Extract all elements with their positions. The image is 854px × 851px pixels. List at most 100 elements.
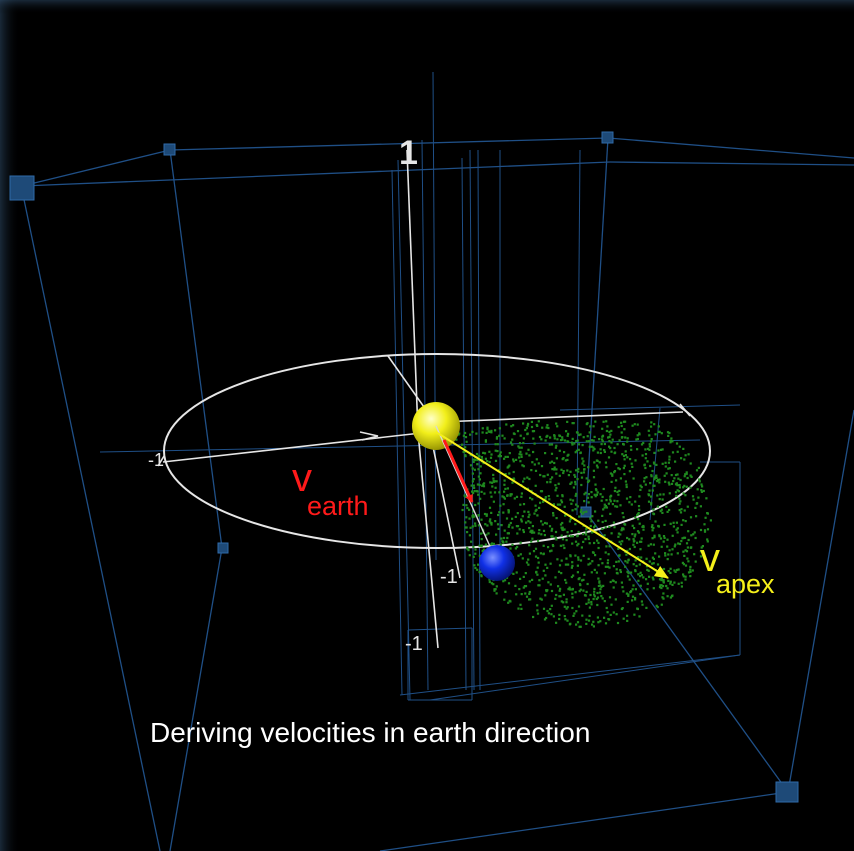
particle-dot [587, 598, 590, 601]
particle-dot [563, 615, 566, 618]
particle-dot [684, 564, 688, 567]
particle-dot [613, 452, 616, 455]
particle-dot [660, 603, 663, 606]
particle-dot [533, 531, 536, 534]
particle-dot [570, 530, 573, 533]
particle-dot [607, 618, 610, 621]
particle-dot [655, 604, 658, 607]
particle-dot [647, 500, 651, 503]
particle-dot [631, 424, 634, 427]
particle-dot [580, 508, 583, 512]
particle-dot [647, 429, 650, 432]
particle-dot [603, 572, 606, 575]
particle-dot [677, 490, 681, 493]
particle-dot [552, 503, 555, 506]
particle-dot [683, 509, 686, 512]
particle-dot [511, 543, 514, 546]
particle-dot [642, 524, 645, 528]
particle-dot [638, 563, 641, 566]
particle-dot [560, 501, 564, 504]
particle-dot [526, 432, 529, 435]
particle-dot [595, 493, 598, 496]
particle-dot [530, 531, 533, 534]
particle-dot [482, 451, 485, 454]
particle-dot [495, 533, 498, 536]
particle-dot [658, 430, 661, 433]
particle-dot [639, 593, 642, 596]
particle-dot [476, 483, 479, 486]
particle-dot [566, 434, 569, 437]
particle-dot [503, 457, 506, 460]
particle-dot [598, 580, 601, 583]
particle-dot [640, 600, 643, 603]
particle-dot [608, 440, 611, 443]
particle-dot [557, 570, 561, 573]
particle-dot [551, 476, 554, 479]
particle-dot [506, 536, 509, 540]
particle-dot [636, 607, 639, 611]
particle-dot [652, 513, 656, 516]
particle-dot [684, 575, 687, 578]
particle-dot [536, 573, 539, 576]
particle-dot [491, 485, 494, 488]
particle-dot [478, 571, 481, 574]
particle-dot [621, 527, 624, 530]
particle-dot [520, 453, 523, 456]
particle-dot [671, 594, 674, 597]
particle-dot [680, 457, 683, 460]
particle-dot [520, 593, 523, 596]
particle-dot [667, 481, 670, 484]
particle-dot [464, 526, 467, 529]
particle-dot [521, 557, 524, 560]
particle-dot [561, 528, 564, 531]
particle-dot [615, 613, 618, 616]
particle-dot [664, 461, 667, 464]
particle-dot [671, 583, 674, 586]
particle-dot [571, 443, 574, 446]
particle-dot [659, 510, 662, 513]
particle-dot [605, 499, 608, 502]
particle-dot [699, 505, 702, 508]
particle-dot [629, 496, 632, 499]
particle-dot [561, 458, 564, 461]
particle-dot [525, 595, 529, 598]
particle-dot [685, 550, 689, 553]
particle-dot [683, 475, 686, 478]
particle-dot [530, 425, 534, 429]
particle-dot [560, 499, 563, 502]
particle-dot [601, 435, 604, 438]
particle-dot [666, 558, 669, 561]
particle-dot [566, 619, 569, 622]
particle-dot [590, 496, 593, 499]
particle-dot [668, 492, 671, 495]
particle-dot [534, 555, 538, 558]
particle-dot [576, 431, 579, 434]
particle-dot [545, 426, 548, 429]
particle-dot [651, 556, 654, 559]
particle-dot [557, 482, 560, 485]
particle-dot [494, 429, 497, 432]
particle-dot [606, 559, 610, 562]
particle-dot [472, 545, 475, 548]
particle-dot [605, 429, 608, 433]
particle-dot [479, 465, 482, 468]
particle-dot [534, 547, 538, 550]
particle-dot [677, 568, 680, 571]
particle-dot [613, 499, 616, 502]
particle-dot [699, 528, 703, 532]
particle-dot [609, 500, 612, 503]
particle-dot [495, 592, 498, 595]
particle-dot [531, 461, 534, 464]
particle-dot [565, 557, 568, 560]
particle-dot [662, 540, 665, 543]
particle-dot [555, 486, 558, 490]
particle-dot [572, 486, 575, 489]
particle-dot [553, 468, 556, 471]
particle-dot [522, 503, 526, 506]
particle-dot [638, 615, 641, 618]
particle-dot [583, 468, 586, 471]
label-v-earth: v [292, 458, 312, 498]
particle-dot [582, 471, 586, 474]
particle-dot [651, 524, 654, 527]
